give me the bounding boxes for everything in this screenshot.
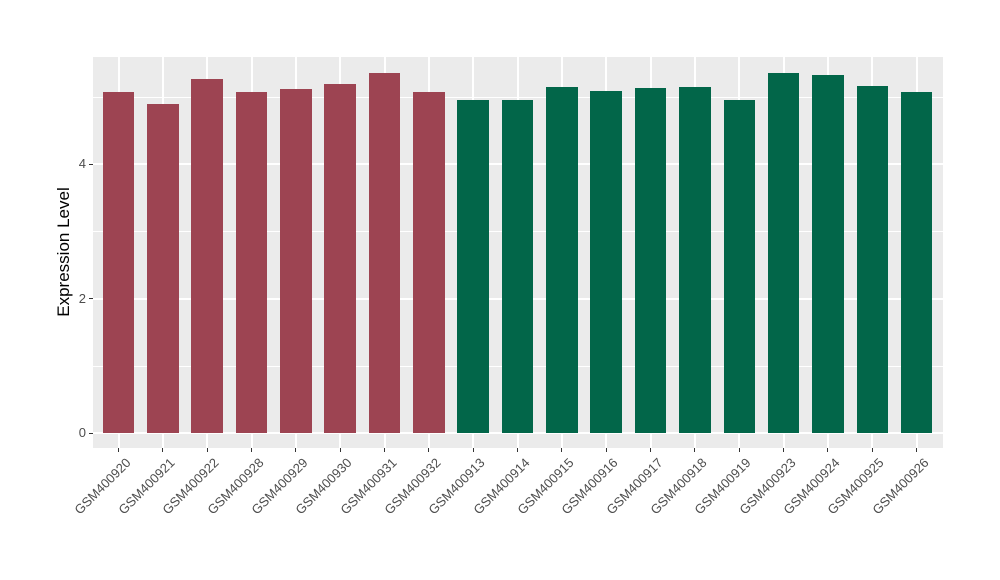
x-tick-mark <box>339 448 341 452</box>
bar <box>413 91 445 433</box>
bar <box>590 90 622 433</box>
bar <box>102 91 135 433</box>
bar <box>457 100 489 433</box>
bar <box>324 83 356 433</box>
bar <box>812 74 844 433</box>
x-tick-mark <box>428 448 430 452</box>
bar <box>501 100 534 433</box>
y-tick-label: 2 <box>78 290 86 306</box>
bar <box>280 88 312 433</box>
x-tick-mark <box>295 448 297 452</box>
bar <box>679 86 711 433</box>
x-tick-mark <box>251 448 253 452</box>
x-tick-mark <box>561 448 563 452</box>
x-tick-mark <box>694 448 696 452</box>
y-axis-title: Expression Level <box>54 187 73 317</box>
bar <box>191 78 223 433</box>
bar <box>546 86 578 433</box>
x-tick-mark <box>738 448 740 452</box>
x-tick-mark <box>650 448 652 452</box>
x-tick-mark <box>783 448 785 452</box>
x-tick-mark <box>916 448 918 452</box>
bar <box>900 91 933 433</box>
x-tick-mark <box>162 448 164 452</box>
x-tick-mark <box>827 448 829 452</box>
x-tick-mark <box>472 448 474 452</box>
bar <box>634 88 667 433</box>
plot-panel <box>93 57 943 448</box>
bar <box>856 85 889 433</box>
bar <box>235 92 268 433</box>
bar <box>147 104 179 433</box>
y-tick-mark <box>89 432 93 434</box>
y-tick-label: 0 <box>78 425 86 440</box>
x-tick-mark <box>605 448 607 452</box>
y-tick-mark <box>89 298 93 300</box>
bar <box>723 100 755 433</box>
x-tick-mark <box>206 448 208 452</box>
x-tick-mark <box>118 448 119 452</box>
bar <box>368 73 401 433</box>
x-tick-mark <box>517 448 519 452</box>
x-tick-mark <box>384 448 386 452</box>
y-tick-mark <box>89 163 93 165</box>
x-tick-mark <box>871 448 873 452</box>
y-tick-label: 4 <box>78 156 86 172</box>
bar <box>767 72 800 433</box>
